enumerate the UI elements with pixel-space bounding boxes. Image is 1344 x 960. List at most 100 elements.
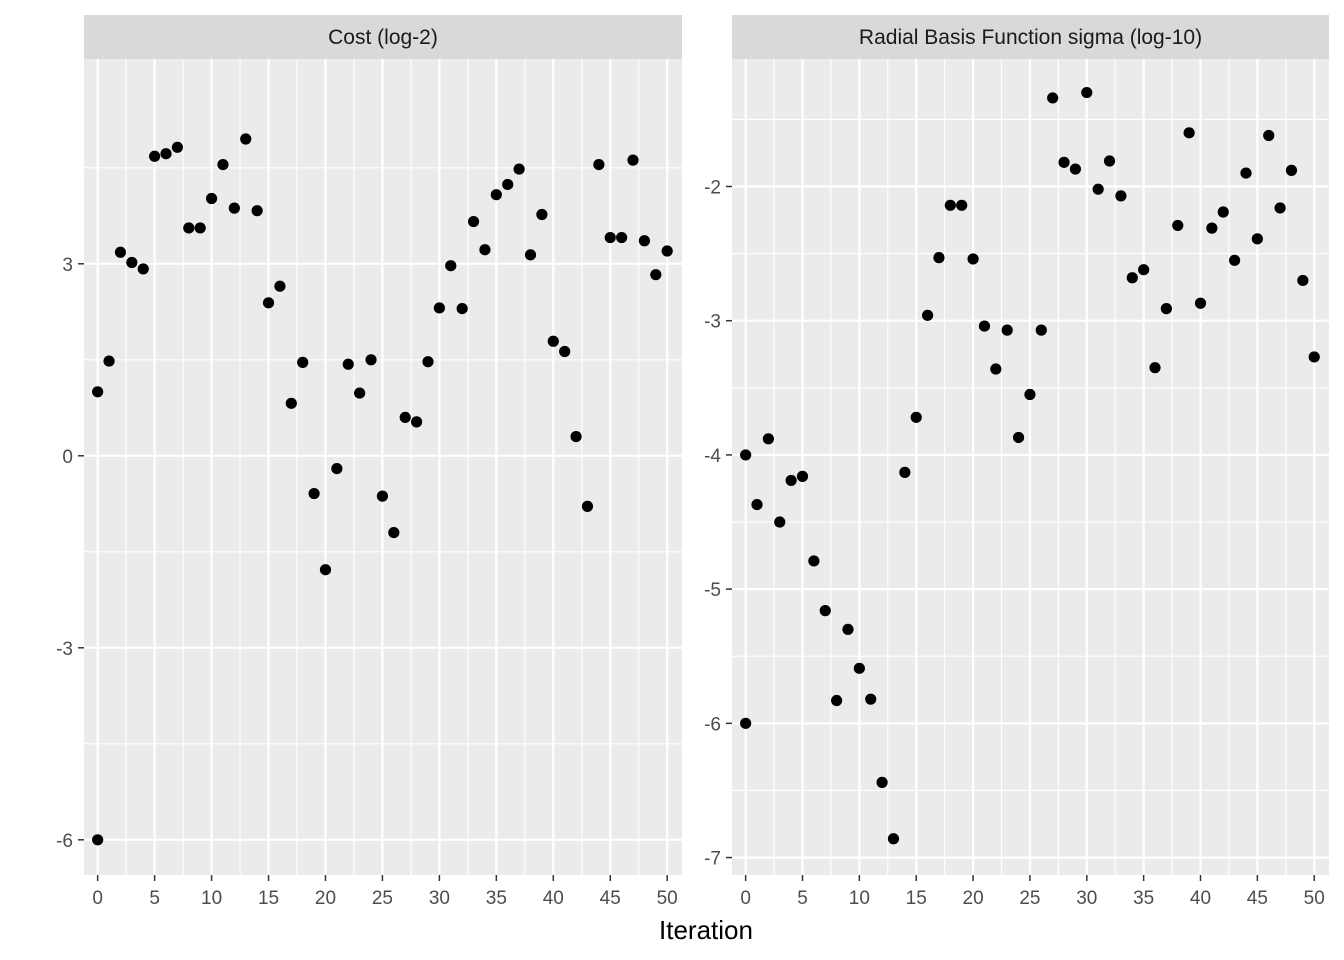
x-tick-label: 45 [600, 888, 621, 909]
data-point [1035, 324, 1047, 336]
data-point [1058, 156, 1070, 168]
data-point [319, 564, 332, 576]
data-point [502, 178, 514, 191]
data-point [593, 159, 605, 171]
x-tick-label: 10 [201, 888, 222, 909]
y-tick-label: -2 [704, 178, 721, 199]
data-point [411, 416, 423, 428]
data-point [1206, 222, 1218, 234]
data-point [171, 141, 184, 153]
data-point [536, 208, 548, 221]
facet-title: Radial Basis Function sigma (log-10) [859, 26, 1202, 49]
data-point [1126, 272, 1138, 284]
data-point [559, 345, 571, 358]
data-point [933, 252, 945, 264]
data-point [796, 470, 809, 482]
data-point [217, 159, 229, 171]
data-point [1103, 155, 1116, 167]
x-tick-label: 5 [149, 888, 160, 909]
data-point [1012, 431, 1025, 444]
data-point [524, 249, 537, 261]
data-point [1024, 388, 1036, 401]
x-tick-label: 30 [429, 888, 450, 909]
x-tick-label: 20 [315, 888, 336, 909]
data-point [1172, 219, 1184, 232]
data-point [604, 231, 616, 244]
x-axis-title: Iteration [659, 915, 753, 945]
x-tick-label: 5 [797, 888, 808, 909]
facet-panel-2: Radial Basis Function sigma (log-10) 0 5 10… [704, 15, 1329, 909]
data-point [422, 356, 434, 368]
data-point [354, 387, 366, 399]
data-point [853, 662, 865, 674]
data-point [1217, 206, 1229, 218]
data-point [1308, 351, 1320, 363]
data-point [513, 163, 525, 175]
data-point [956, 199, 968, 211]
x-tick-label: 40 [543, 888, 564, 909]
data-point [876, 776, 888, 788]
data-point [251, 205, 263, 217]
data-point [944, 199, 956, 211]
x-tick-label: 40 [1190, 888, 1211, 909]
data-point [445, 260, 457, 272]
data-point [899, 466, 911, 478]
x-tick-label: 25 [372, 888, 393, 909]
data-point [433, 302, 445, 314]
data-point [331, 463, 343, 475]
data-point [650, 269, 662, 281]
data-point [399, 411, 411, 423]
data-point [467, 215, 480, 228]
y-tick-label: -6 [704, 714, 721, 735]
data-point [103, 355, 115, 367]
data-point [1263, 129, 1275, 142]
data-point [570, 431, 582, 443]
data-point [1240, 167, 1252, 179]
data-point [297, 356, 309, 368]
data-point [1001, 324, 1013, 336]
data-point [92, 834, 104, 846]
data-point [342, 358, 354, 370]
data-point [1115, 190, 1127, 202]
y-tick-label: -7 [704, 849, 721, 870]
data-point [967, 253, 979, 265]
data-point [479, 244, 491, 256]
y-tick-label: -5 [704, 580, 721, 601]
x-tick-label: 35 [486, 888, 507, 909]
data-point [285, 397, 297, 409]
data-point [490, 189, 502, 201]
data-point [762, 433, 774, 445]
data-point [831, 694, 843, 707]
x-tick-label: 15 [258, 888, 279, 909]
data-point [1229, 254, 1241, 266]
data-point [1297, 274, 1309, 287]
data-point [1092, 183, 1104, 195]
data-point [376, 490, 389, 502]
data-point [661, 245, 673, 257]
data-point [183, 222, 195, 234]
data-point [205, 192, 218, 205]
x-tick-label: 10 [849, 888, 870, 909]
data-point [887, 833, 900, 845]
x-tick-label: 35 [1133, 888, 1154, 909]
data-point [1251, 233, 1263, 245]
data-point [160, 148, 172, 160]
data-point [114, 246, 127, 258]
x-tick-label: 20 [963, 888, 984, 909]
data-point [921, 309, 934, 321]
data-point [1285, 164, 1298, 176]
data-point [978, 320, 991, 332]
data-point [808, 555, 820, 567]
y-tick-label: -4 [704, 446, 721, 467]
data-point [92, 386, 104, 398]
facet-strip [732, 15, 1329, 59]
data-point [616, 231, 628, 244]
y-tick-label: -3 [704, 312, 721, 333]
x-tick-label: 15 [906, 888, 927, 909]
data-point [581, 500, 594, 512]
facets-layer: Cost (log-2)0 5 10 15 20 25 30 35 40 45 50-6-303Ra… [56, 15, 1329, 909]
facet-strip [84, 15, 682, 59]
data-point [262, 297, 275, 309]
data-point [365, 354, 377, 366]
data-point [1160, 303, 1172, 315]
